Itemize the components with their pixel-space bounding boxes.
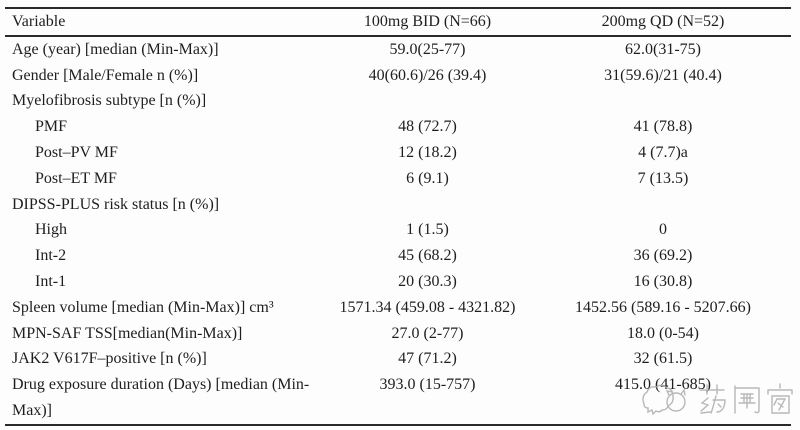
value-cell-100mg-bid: 393.0 (15-757) (379, 376, 476, 394)
value-cell-100mg-bid: 40(60.6)/26 (39.4) (368, 66, 487, 84)
variable-cell: DIPSS-PLUS risk status [n (%)] (12, 195, 220, 213)
value-cell-200mg-qd: 36 (69.2) (633, 247, 693, 265)
variable-cell: Age (year) [median (Min-Max)] (12, 40, 219, 58)
value-cell-100mg-bid: 1 (1.5) (406, 221, 449, 239)
variable-cell: Int-2 (35, 247, 67, 265)
variable-cell: PMF (35, 118, 68, 136)
value-cell-200mg-qd: 4 (7.7)a (638, 143, 688, 161)
variable-cell: Post–ET MF (35, 169, 117, 187)
value-cell-200mg-qd: 32 (61.5) (633, 350, 693, 368)
variable-cell: MPN-SAF TSS[median(Min-Max)] (12, 324, 243, 342)
value-cell-100mg-bid: 59.0(25-77) (389, 40, 466, 58)
value-cell-100mg-bid: 45 (68.2) (398, 247, 457, 265)
value-cell-100mg-bid: 48 (72.7) (398, 118, 457, 136)
value-cell-100mg-bid: 6 (9.1) (406, 169, 449, 187)
value-cell-200mg-qd: 0 (659, 221, 667, 239)
table-row-age: Age (year) [median (Min-Max)] 59.0(25-77… (5, 37, 791, 63)
header-group-100mg-bid: 100mg BID (N=66) (363, 13, 492, 30)
value-cell-100mg-bid: 12 (18.2) (398, 143, 457, 161)
table-row-high: High 1 (1.5) 0 (5, 217, 791, 243)
value-cell-200mg-qd: 415.0 (41-685) (615, 376, 711, 394)
value-cell-200mg-qd (535, 88, 791, 114)
variable-cell: High (35, 221, 67, 239)
value-cell-200mg-qd (535, 192, 791, 218)
table-row-mf-subtype: Myelofibrosis subtype [n (%)] (5, 88, 791, 114)
value-cell-200mg-qd: 16 (30.8) (633, 272, 693, 290)
table-row-mpn-saf-tss: MPN-SAF TSS[median(Min-Max)] 27.0 (2-77)… (5, 321, 791, 347)
value-cell-100mg-bid (320, 192, 535, 218)
value-cell-100mg-bid: 27.0 (2-77) (391, 324, 464, 342)
value-cell-200mg-qd: 31(59.6)/21 (40.4) (604, 66, 722, 84)
variable-cell: Myelofibrosis subtype [n (%)] (12, 92, 207, 110)
value-cell-200mg-qd: 18.0 (0-54) (627, 324, 699, 342)
variable-cell: Int-1 (35, 272, 67, 290)
value-cell-100mg-bid: 20 (30.3) (398, 272, 457, 290)
table-row-int1: Int-1 20 (30.3) 16 (30.8) (5, 269, 791, 295)
header-variable: Variable (12, 13, 66, 30)
table-row-spleen-volume: Spleen volume [median (Min-Max)] cm³ 157… (5, 295, 791, 321)
table-header-row: Variable 100mg BID (N=66) 200mg QD (N=52… (5, 9, 791, 37)
table-row-jak2: JAK2 V617F–positive [n (%)] 47 (71.2) 32… (5, 346, 791, 372)
value-cell-100mg-bid (320, 88, 535, 114)
value-cell-100mg-bid: 47 (71.2) (398, 350, 457, 368)
header-group-200mg-qd: 200mg QD (N=52) (601, 13, 725, 30)
table-row-drug-exposure: Drug exposure duration (Days) [median (M… (5, 372, 791, 424)
table-row-dipss-plus: DIPSS-PLUS risk status [n (%)] (5, 192, 791, 218)
value-cell-100mg-bid: 1571.34 (459.08 - 4321.82) (339, 298, 516, 316)
table-row-int2: Int-2 45 (68.2) 36 (69.2) (5, 243, 791, 269)
value-cell-200mg-qd: 1452.56 (589.16 - 5207.66) (575, 298, 751, 316)
value-cell-200mg-qd: 62.0(31-75) (625, 40, 701, 58)
variable-cell: Drug exposure duration (Days) [median (M… (12, 376, 310, 419)
table-row-gender: Gender [Male/Female n (%)] 40(60.6)/26 (… (5, 63, 791, 89)
variable-cell: Gender [Male/Female n (%)] (12, 66, 199, 84)
table-row-post-pv-mf: Post–PV MF 12 (18.2) 4 (7.7)a (5, 140, 791, 166)
variable-cell: Post–PV MF (35, 143, 118, 161)
value-cell-200mg-qd: 7 (13.5) (637, 169, 689, 187)
variable-cell: Spleen volume [median (Min-Max)] cm³ (12, 298, 274, 316)
baseline-characteristics-table: Variable 100mg BID (N=66) 200mg QD (N=52… (5, 7, 791, 426)
table-row-pmf: PMF 48 (72.7) 41 (78.8) (5, 114, 791, 140)
value-cell-200mg-qd: 41 (78.8) (633, 118, 693, 136)
table-row-post-et-mf: Post–ET MF 6 (9.1) 7 (13.5) (5, 166, 791, 192)
variable-cell: JAK2 V617F–positive [n (%)] (12, 350, 207, 368)
